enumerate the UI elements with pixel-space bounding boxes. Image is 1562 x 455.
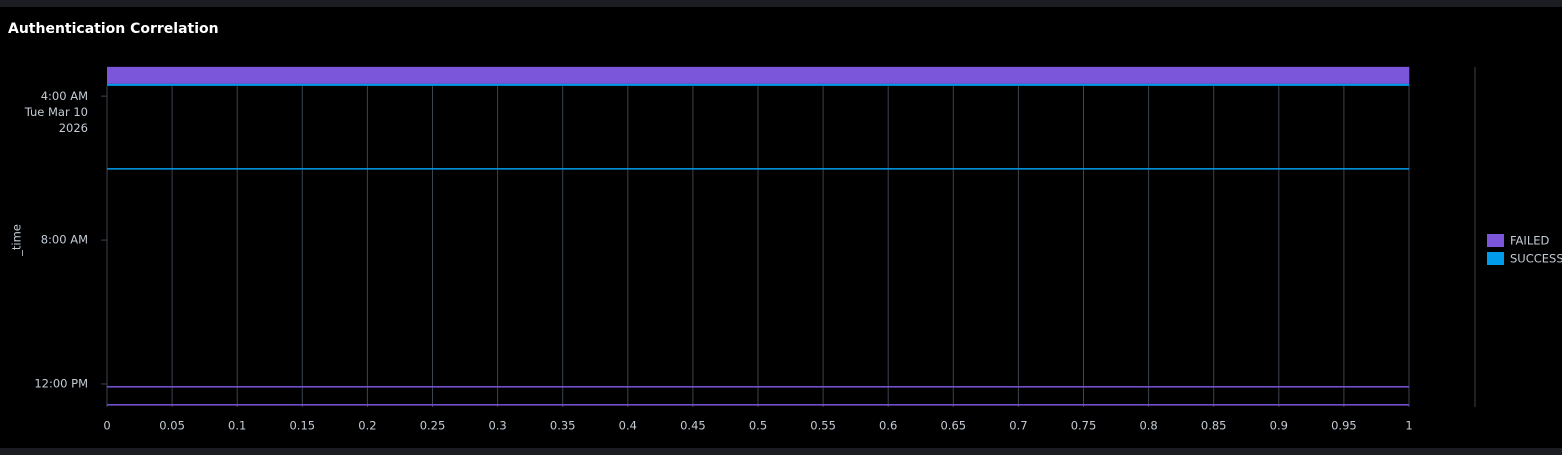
chart-title: Authentication Correlation <box>8 21 219 37</box>
y-axis-label: _time <box>10 224 24 257</box>
x-tick-label: 0.15 <box>289 419 315 433</box>
x-tick-label: 0.05 <box>159 419 185 433</box>
top-strip <box>0 0 1562 7</box>
y-tick-label: 8:00 AM <box>41 233 88 247</box>
bottom-strip <box>0 448 1562 455</box>
x-tick-label: 0.45 <box>680 419 706 433</box>
x-tick-label: 0 <box>103 419 110 433</box>
bar <box>107 168 1409 170</box>
x-tick-label: 0.85 <box>1201 419 1227 433</box>
x-tick-label: 0.5 <box>749 419 767 433</box>
bar <box>107 83 1409 86</box>
x-tick-label: 0.2 <box>358 419 376 433</box>
x-tick-label: 0.8 <box>1139 419 1157 433</box>
x-tick-label: 0.55 <box>810 419 836 433</box>
legend-swatch <box>1487 252 1504 265</box>
x-tick-label: 0.1 <box>228 419 246 433</box>
x-tick-label: 0.25 <box>420 419 446 433</box>
x-tick-label: 0.3 <box>488 419 506 433</box>
x-tick-label: 0.65 <box>940 419 966 433</box>
legend-label: FAILED <box>1510 234 1549 248</box>
bar <box>107 386 1409 388</box>
legend-swatch <box>1487 234 1504 247</box>
x-tick-label: 0.9 <box>1270 419 1288 433</box>
x-tick-label: 1 <box>1405 419 1412 433</box>
legend-label: SUCCESS <box>1510 252 1562 266</box>
bar <box>107 404 1409 406</box>
x-tick-label: 0.35 <box>550 419 576 433</box>
x-tick-label: 0.75 <box>1071 419 1097 433</box>
x-tick-label: 0.95 <box>1331 419 1357 433</box>
x-tick-label: 0.6 <box>879 419 897 433</box>
y-tick-label: 12:00 PM <box>34 376 88 390</box>
y-tick-label: 4:00 AM Tue Mar 10 2026 <box>24 89 88 135</box>
x-tick-label: 0.4 <box>619 419 637 433</box>
x-tick-label: 0.7 <box>1009 419 1027 433</box>
bar <box>107 66 1409 84</box>
